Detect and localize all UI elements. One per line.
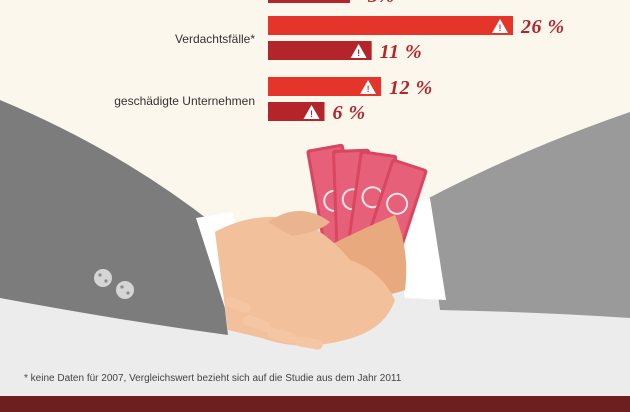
value-label: 26 % xyxy=(520,16,565,38)
bar xyxy=(268,41,372,60)
value-label: 6 % xyxy=(333,102,366,124)
warning-triangle-icon xyxy=(360,80,377,94)
bar xyxy=(268,77,382,96)
value-label-top-partial: 3% xyxy=(367,0,395,7)
bar xyxy=(268,16,513,35)
value-label: 11 % xyxy=(380,41,423,63)
value-label: 12 % xyxy=(389,77,433,99)
warning-triangle-icon xyxy=(350,44,367,58)
footnote: * keine Daten für 2007, Vergleichswert b… xyxy=(24,373,402,384)
category-label-verdachtsfaelle: Verdachtsfälle* xyxy=(174,32,255,46)
thumb xyxy=(268,211,330,236)
category-label-geschaedigte-unternehmen: geschädigte Unternehmen xyxy=(114,94,255,108)
warning-exclamation-icon: ! xyxy=(357,48,360,58)
bar-top-partial xyxy=(268,0,350,3)
warning-exclamation-icon: ! xyxy=(499,23,502,33)
fingers xyxy=(225,297,323,350)
bottom-band xyxy=(0,396,630,412)
bar-chart: 3%!26 %!11 %!12 %!6 % xyxy=(268,0,565,124)
left-sleeve xyxy=(0,100,228,335)
cufflink-buttons-icon xyxy=(94,269,134,299)
warning-exclamation-icon: ! xyxy=(310,109,313,119)
warning-triangle-icon xyxy=(492,19,508,33)
warning-exclamation-icon: ! xyxy=(367,84,370,94)
warning-triangle-icon xyxy=(303,105,320,119)
right-sleeve xyxy=(425,112,630,318)
left-hand xyxy=(215,216,395,346)
